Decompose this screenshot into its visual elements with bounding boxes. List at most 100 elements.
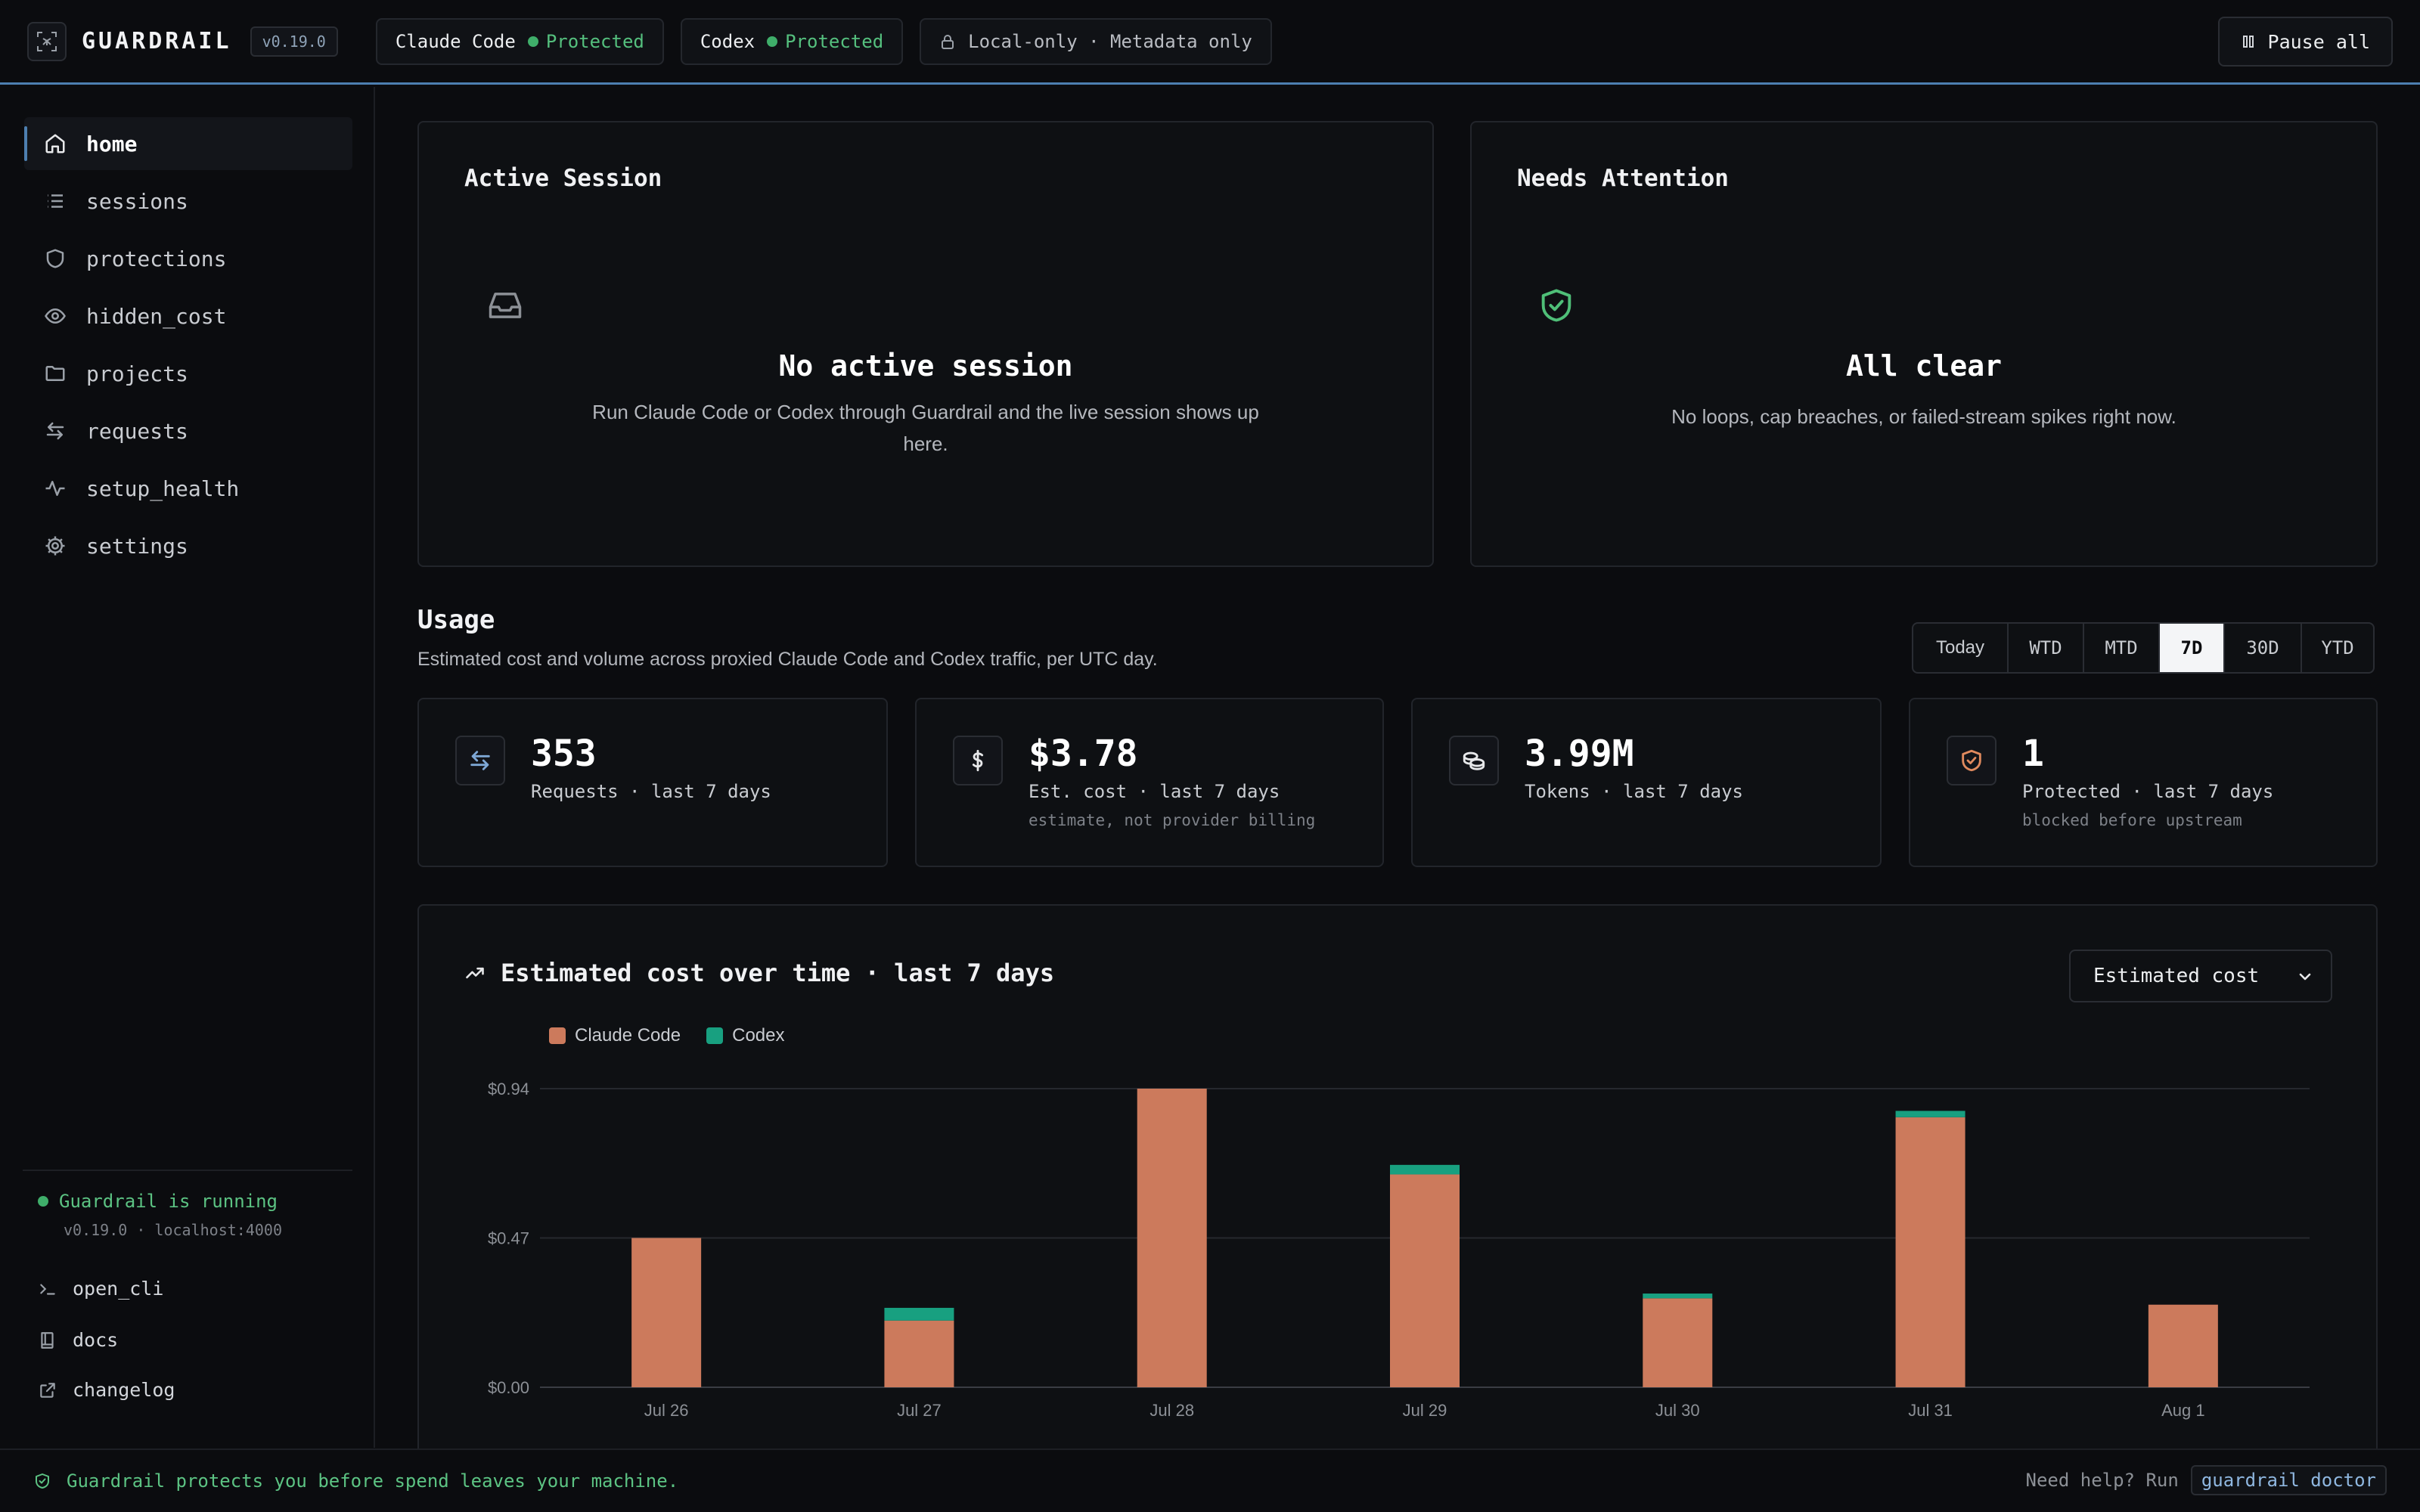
coins-icon xyxy=(1449,736,1499,785)
book-icon xyxy=(41,1331,54,1349)
scan-icon xyxy=(27,21,67,61)
legend-swatch xyxy=(549,1027,566,1044)
sidebar-item-setup-health[interactable]: setup_health xyxy=(24,462,352,515)
claude-code-status-pill[interactable]: Claude Code Protected xyxy=(375,17,664,65)
chart-title: Estimated cost over time · last 7 days xyxy=(464,959,1054,987)
status-dot xyxy=(527,36,538,47)
bar-codex[interactable] xyxy=(1643,1294,1713,1299)
active-session-title: Active Session xyxy=(464,165,662,192)
stat-label: Requests · last 7 days xyxy=(531,781,771,802)
docs-link[interactable]: docs xyxy=(38,1329,118,1351)
shield-check-icon xyxy=(1541,289,1571,322)
help-hint: Need help? Run guardrail doctor xyxy=(2026,1465,2387,1495)
privacy-label: Local-only · Metadata only xyxy=(968,30,1252,52)
chart-title-text: Estimated cost over time · last 7 days xyxy=(501,959,1055,987)
status-bar: Guardrail protects you before spend leav… xyxy=(0,1448,2420,1512)
changelog-link[interactable]: changelog xyxy=(38,1379,175,1401)
y-tick-label: $0.94 xyxy=(488,1080,529,1098)
stat-label: Est. cost · last 7 days xyxy=(1028,781,1280,802)
open-cli-label: open_cli xyxy=(73,1278,164,1300)
pause-icon xyxy=(2242,36,2254,48)
range-today[interactable]: Today xyxy=(1913,624,2009,672)
stat-label: Tokens · last 7 days xyxy=(1525,781,1743,802)
external-link-icon xyxy=(40,1382,55,1398)
bar-claude-code[interactable] xyxy=(1895,1117,1965,1387)
sidebar-item-protections[interactable]: protections xyxy=(24,232,352,285)
dollar-icon xyxy=(953,736,1003,785)
status-dot xyxy=(767,36,778,47)
bar-claude-code[interactable] xyxy=(884,1320,954,1387)
bar-claude-code[interactable] xyxy=(1390,1174,1460,1387)
usage-title: Usage xyxy=(417,605,495,635)
legend-item-codex: Codex xyxy=(706,1025,784,1046)
running-status: Guardrail is running xyxy=(38,1191,278,1212)
stat-value: 1 xyxy=(2022,733,2044,775)
trending-up-icon xyxy=(466,967,484,979)
sidebar-item-label: hidden_cost xyxy=(86,303,227,329)
help-command[interactable]: guardrail doctor xyxy=(2190,1465,2387,1495)
pause-all-button[interactable]: Pause all xyxy=(2217,17,2393,67)
tokens-stat-card: 3.99M Tokens · last 7 days xyxy=(1411,698,1882,867)
chevron-down-icon xyxy=(2299,973,2311,981)
bar-claude-code[interactable] xyxy=(1137,1089,1207,1387)
sidebar-item-hidden-cost[interactable]: hidden_cost xyxy=(24,290,352,342)
open-cli-link[interactable]: open_cli xyxy=(38,1278,163,1300)
sidebar-item-label: setup_health xyxy=(86,476,240,501)
bar-claude-code[interactable] xyxy=(1643,1298,1713,1387)
sidebar-item-sessions[interactable]: sessions xyxy=(24,175,352,228)
stat-value: 353 xyxy=(531,733,597,775)
all-clear-text: No loops, cap breaches, or failed-stream… xyxy=(1671,405,2176,428)
needs-attention-title: Needs Attention xyxy=(1517,165,1729,192)
legend-swatch xyxy=(706,1027,724,1044)
docs-label: docs xyxy=(73,1329,119,1351)
bar-claude-code[interactable] xyxy=(631,1238,702,1388)
top-bar: GUARDRAIL v0.19.0 Claude Code Protected … xyxy=(0,0,2420,85)
metric-select[interactable]: Estimated cost xyxy=(2069,950,2332,1002)
shield-check-icon xyxy=(36,1473,49,1489)
time-range-selector: Today WTD MTD 7D 30D YTD xyxy=(1912,622,2375,674)
protected-stat-card: 1 Protected · last 7 days blocked before… xyxy=(1909,698,2378,867)
bar-claude-code[interactable] xyxy=(2148,1304,2218,1387)
sidebar-item-requests[interactable]: requests xyxy=(24,404,352,457)
legend-label: Codex xyxy=(732,1025,785,1046)
range-mtd[interactable]: MTD xyxy=(2084,624,2160,672)
pill-state: Protected xyxy=(785,30,884,52)
empty-state-text: Run Claude Code or Codex through Guardra… xyxy=(592,401,1259,455)
help-prefix: Need help? Run xyxy=(2025,1470,2179,1491)
sidebar-item-label: requests xyxy=(86,418,188,444)
running-details: v0.19.0 · localhost:4000 xyxy=(64,1221,282,1239)
range-wtd[interactable]: WTD xyxy=(2009,624,2084,672)
y-tick-label: $0.00 xyxy=(488,1378,529,1397)
sidebar-item-label: projects xyxy=(86,361,188,386)
empty-state-title: No active session xyxy=(778,349,1073,383)
active-session-card: Active Session No active session Run Cla… xyxy=(417,121,1434,567)
arrows-icon xyxy=(46,422,64,440)
range-ytd[interactable]: YTD xyxy=(2321,637,2354,658)
x-tick-label: Aug 1 xyxy=(2161,1401,2205,1420)
range-7d[interactable]: 7D xyxy=(2160,624,2225,672)
needs-attention-card: Needs Attention All clear No loops, cap … xyxy=(1470,121,2378,567)
list-icon xyxy=(48,194,63,208)
status-dot xyxy=(38,1196,48,1207)
y-tick-label: $0.47 xyxy=(488,1229,529,1248)
range-30d[interactable]: 30D xyxy=(2225,624,2302,672)
home-icon xyxy=(45,134,65,153)
sidebar-item-projects[interactable]: projects xyxy=(24,347,352,400)
bar-codex[interactable] xyxy=(1390,1164,1460,1175)
gear-icon xyxy=(45,536,65,556)
all-clear-title: All clear xyxy=(1846,349,2002,383)
sidebar-item-settings[interactable]: settings xyxy=(24,519,352,572)
bar-codex[interactable] xyxy=(1895,1111,1965,1117)
terminal-icon xyxy=(40,1284,55,1295)
codex-status-pill[interactable]: Codex Protected xyxy=(680,17,904,65)
pill-state: Protected xyxy=(545,30,644,52)
shield-check-icon xyxy=(1947,736,1996,785)
bar-codex[interactable] xyxy=(884,1307,954,1321)
sidebar-item-label: home xyxy=(86,131,138,156)
pill-name: Codex xyxy=(700,30,755,52)
protection-message: Guardrail protects you before spend leav… xyxy=(33,1470,678,1492)
sidebar-item-home[interactable]: home xyxy=(24,117,352,170)
sidebar-item-label: sessions xyxy=(86,188,188,214)
sidebar: home sessions protections hidden_cost pr… xyxy=(0,87,375,1448)
cost-stat-card: $3.78 Est. cost · last 7 days estimate, … xyxy=(915,698,1384,867)
